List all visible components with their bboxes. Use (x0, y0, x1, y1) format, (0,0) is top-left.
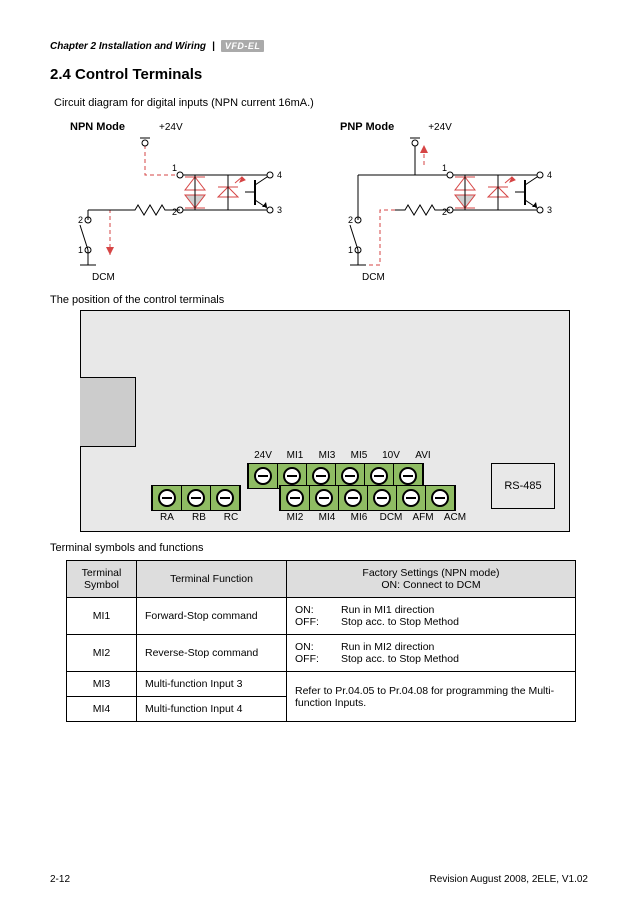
circuit-caption: Circuit diagram for digital inputs (NPN … (54, 97, 588, 109)
th-symbol: Terminal Symbol (67, 561, 137, 598)
page-number: 2-12 (50, 874, 70, 885)
labels-bot-right: MI2MI4MI6DCMAFMACM (279, 512, 471, 523)
table-row: MI1 Forward-Stop command ON:Run in MI1 d… (67, 598, 576, 635)
labels-bot-left: RARBRC (151, 512, 247, 523)
pnp-24v-label: +24V (428, 122, 452, 133)
position-caption: The position of the control terminals (50, 294, 588, 306)
page-footer: 2-12 Revision August 2008, 2ELE, V1.02 (50, 874, 588, 885)
chapter-title: Chapter 2 Installation and Wiring (50, 41, 206, 52)
svg-text:DCM: DCM (362, 272, 385, 283)
labels-top: 24VMI1MI3MI510VAVI (247, 450, 439, 461)
circuit-pnp: PNP Mode +24V (340, 121, 570, 288)
section-heading: 2.4 Control Terminals (50, 66, 588, 83)
terminal-panel: RS-485 24VMI1MI3MI510VAVI RARBRC MI2MI4M… (80, 310, 570, 532)
svg-text:2: 2 (442, 207, 447, 217)
svg-text:4: 4 (547, 170, 552, 180)
table-row: MI3 Multi-function Input 3 Refer to Pr.0… (67, 672, 576, 697)
svg-text:3: 3 (277, 205, 282, 215)
svg-text:DCM: DCM (92, 272, 115, 283)
svg-text:4: 4 (277, 170, 282, 180)
circuit-npn: NPN Mode +24V (70, 121, 300, 288)
terminals-table: Terminal Symbol Terminal Function Factor… (66, 560, 576, 722)
pnp-svg: 1 2 4 3 2 1 DCM (340, 135, 570, 285)
table-row: MI2 Reverse-Stop command ON:Run in MI2 d… (67, 635, 576, 672)
chapter-header: Chapter 2 Installation and Wiring | VFD-… (50, 40, 588, 52)
svg-text:2: 2 (78, 215, 83, 225)
npn-24v-label: +24V (159, 122, 183, 133)
th-function: Terminal Function (137, 561, 287, 598)
svg-text:1: 1 (442, 163, 447, 173)
revision-text: Revision August 2008, 2ELE, V1.02 (430, 874, 588, 885)
rs485-box: RS-485 (491, 463, 555, 509)
svg-text:2: 2 (348, 215, 353, 225)
npn-title: NPN Mode (70, 121, 125, 133)
th-factory: Factory Settings (NPN mode) ON: Connect … (287, 561, 576, 598)
terminal-block-bottom-right (279, 485, 456, 511)
svg-text:1: 1 (78, 245, 83, 255)
svg-text:1: 1 (348, 245, 353, 255)
svg-text:1: 1 (172, 163, 177, 173)
svg-text:3: 3 (547, 205, 552, 215)
svg-text:2: 2 (172, 207, 177, 217)
terminal-block-bottom-left (151, 485, 241, 511)
circuit-diagrams: NPN Mode +24V (70, 121, 588, 288)
pnp-title: PNP Mode (340, 121, 394, 133)
func-caption: Terminal symbols and functions (50, 542, 588, 554)
side-connector (80, 377, 136, 447)
logo-badge: VFD-EL (221, 40, 265, 52)
npn-svg: 1 2 4 3 2 1 DCM (70, 135, 300, 285)
